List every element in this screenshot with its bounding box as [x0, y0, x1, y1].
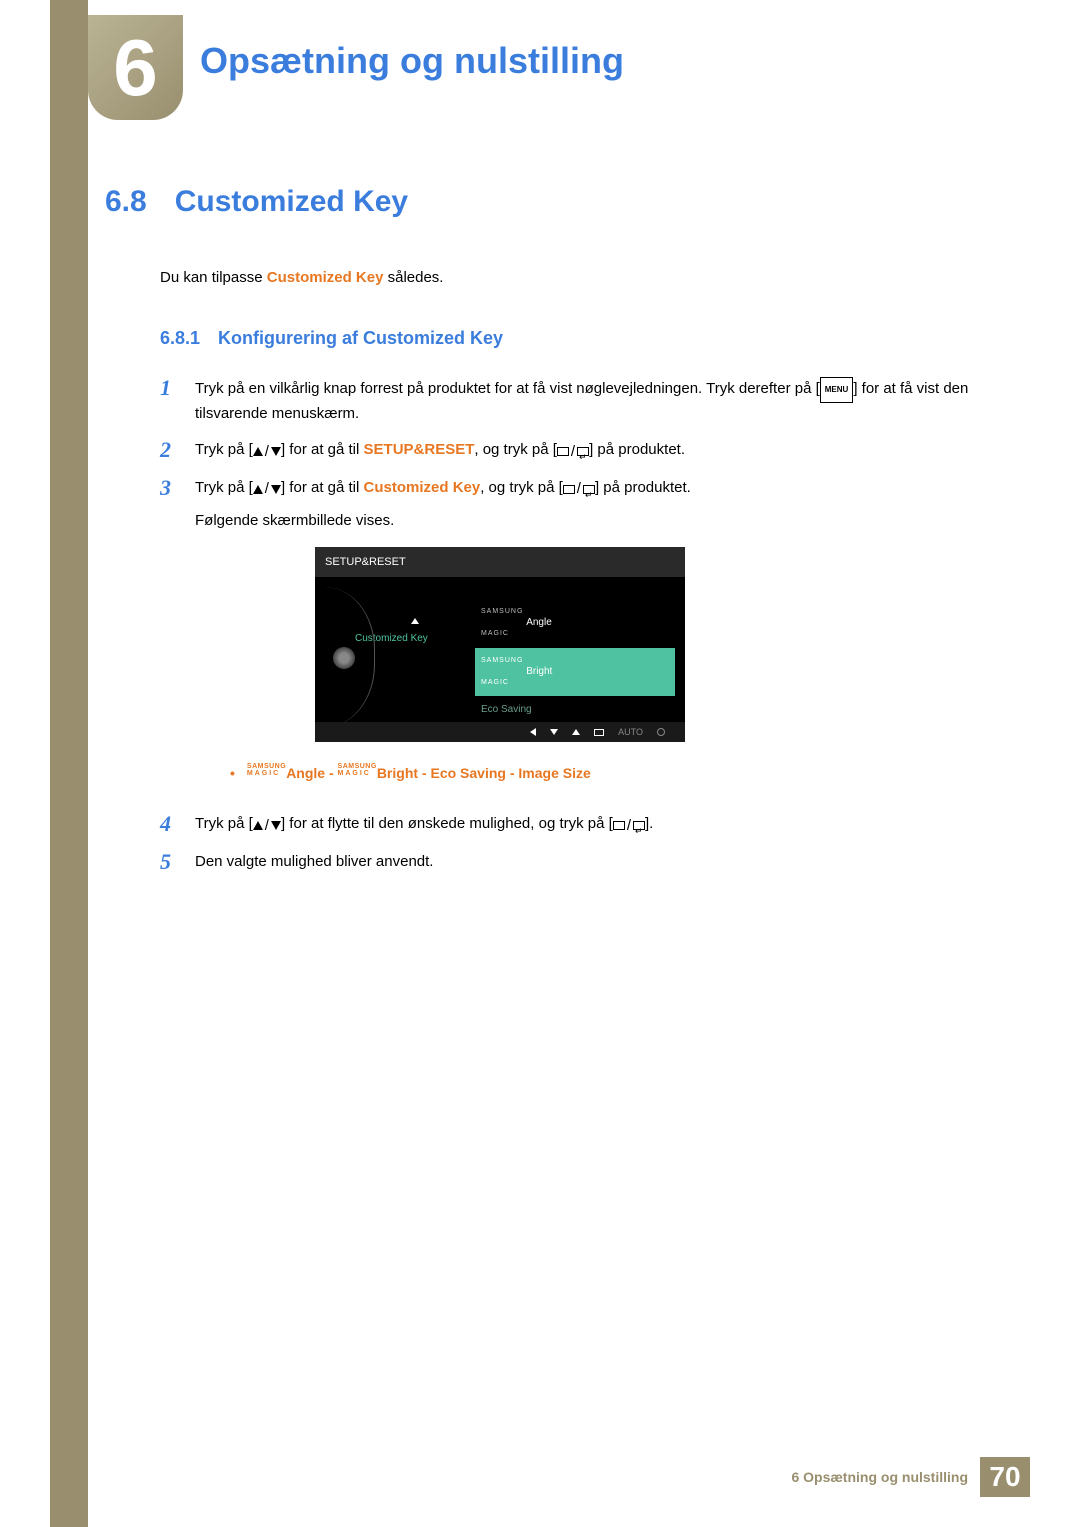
- content: 6.8 Customized Key Du kan tilpasse Custo…: [105, 185, 1005, 887]
- text: ].: [645, 815, 653, 832]
- intro-post: således.: [383, 269, 443, 286]
- target: SETUP&RESET: [364, 441, 475, 458]
- step-5: 5 Den valgte mulighed bliver anvendt.: [160, 851, 1005, 873]
- step-number: 5: [160, 851, 180, 873]
- step-2: 2 Tryk på [/] for at gå til SETUP&RESET,…: [160, 439, 1005, 463]
- steps-list: 1 Tryk på en vilkårlig knap forrest på p…: [160, 377, 1005, 873]
- note: Følgende skærmbillede vises.: [195, 512, 394, 529]
- nav-power-icon: [657, 728, 665, 736]
- step-1: 1 Tryk på en vilkårlig knap forrest på p…: [160, 377, 1005, 425]
- text: ] for at flytte til den ønskede mulighed…: [281, 815, 613, 832]
- step-body: Tryk på [/] for at gå til Customized Key…: [195, 477, 1005, 800]
- section-number: 6.8: [105, 185, 147, 219]
- sep: -: [506, 765, 518, 781]
- chapter-number: 6: [113, 22, 158, 114]
- text: , og tryk på [: [474, 441, 557, 458]
- text: Tryk på en vilkårlig knap forrest på pro…: [195, 380, 820, 397]
- step-number: 4: [160, 813, 180, 837]
- osd-header: SETUP&RESET: [315, 547, 685, 577]
- nav-auto: AUTO: [618, 721, 643, 743]
- up-down-icon: /: [253, 441, 281, 463]
- opt-text: Angle: [526, 617, 552, 628]
- footer: 6 Opsætning og nulstilling 70: [791, 1457, 1030, 1497]
- step-body: Tryk på [/] for at flytte til den ønsked…: [195, 813, 1005, 837]
- nav-down-icon: [550, 729, 558, 735]
- up-arrow-icon: [411, 607, 419, 624]
- page-number: 70: [980, 1457, 1030, 1497]
- text: ] på produktet.: [595, 479, 691, 496]
- sep: -: [325, 765, 337, 781]
- text: Den valgte mulighed bliver anvendt.: [195, 853, 433, 870]
- section-intro: Du kan tilpasse Customized Key således.: [160, 269, 1005, 286]
- osd-option-angle: SAMSUNG MAGIC Angle: [475, 599, 675, 647]
- step-number: 3: [160, 477, 180, 800]
- opt-size: Image Size: [518, 765, 590, 781]
- osd-option-eco: Eco Saving: [475, 697, 675, 723]
- text: ] på produktet.: [589, 441, 685, 458]
- magic-top: SAMSUNG: [481, 601, 523, 623]
- subsection-title: Konfigurering af Customized Key: [218, 328, 503, 349]
- nav-up-icon: [572, 729, 580, 735]
- select-enter-icon: /: [563, 478, 595, 500]
- magic-bot: MAGIC: [481, 623, 523, 645]
- select-enter-icon: /: [557, 441, 589, 463]
- step-body: Tryk på en vilkårlig knap forrest på pro…: [195, 377, 1005, 425]
- text: , og tryk på [: [480, 479, 563, 496]
- magic-bot: MAGIC: [481, 672, 523, 694]
- opt-text: Bright: [526, 666, 552, 677]
- osd-nav-bar: AUTO: [315, 722, 685, 742]
- intro-key: Customized Key: [267, 269, 384, 286]
- opt-bright: Bright: [377, 765, 418, 781]
- chapter-badge: 6: [88, 15, 183, 120]
- up-down-icon: /: [253, 815, 281, 837]
- target: Customized Key: [364, 479, 481, 496]
- up-down-icon: /: [253, 478, 281, 500]
- bullet-dot: •: [230, 762, 235, 784]
- subsection-heading: 6.8.1 Konfigurering af Customized Key: [160, 328, 1005, 349]
- options-text: SAMSUNGMAGICAngle - SAMSUNGMAGICBright -…: [247, 762, 591, 784]
- step-body: Den valgte mulighed bliver anvendt.: [195, 851, 1005, 873]
- menu-button-icon: MENU: [820, 377, 854, 403]
- opt-eco: Eco Saving: [430, 765, 505, 781]
- chapter-title: Opsætning og nulstilling: [200, 40, 624, 82]
- opt-angle: Angle: [286, 765, 325, 781]
- step-number: 1: [160, 377, 180, 425]
- subsection-number: 6.8.1: [160, 328, 200, 349]
- text: ] for at gå til: [281, 479, 364, 496]
- text: ] for at gå til: [281, 441, 364, 458]
- intro-pre: Du kan tilpasse: [160, 269, 267, 286]
- text: Tryk på [: [195, 441, 253, 458]
- step-body: Tryk på [/] for at gå til SETUP&RESET, o…: [195, 439, 1005, 463]
- nav-enter-icon: [594, 729, 604, 736]
- text: Tryk på [: [195, 479, 253, 496]
- osd-right-col: SAMSUNG MAGIC Angle SAMSUNG MAGIC: [475, 587, 675, 722]
- sidebar-stripe: [50, 0, 88, 1527]
- osd-option-bright-selected: SAMSUNG MAGIC Bright: [475, 648, 675, 696]
- magic-label: SAMSUNGMAGIC: [247, 763, 286, 777]
- magic-top: SAMSUNG: [481, 650, 523, 672]
- osd-body: Customized Key SAMSUNG MAGIC Angle: [315, 577, 685, 732]
- sep: -: [418, 765, 430, 781]
- step-4: 4 Tryk på [/] for at flytte til den ønsk…: [160, 813, 1005, 837]
- options-bullet: • SAMSUNGMAGICAngle - SAMSUNGMAGICBright…: [230, 762, 1005, 784]
- magic-label: SAMSUNGMAGIC: [338, 763, 377, 777]
- select-enter-icon: /: [613, 815, 645, 837]
- step-3: 3 Tryk på [/] for at gå til Customized K…: [160, 477, 1005, 800]
- nav-left-icon: [530, 728, 536, 736]
- osd-screenshot: SETUP&RESET Customized Key SAMSUNG: [315, 547, 685, 742]
- section-heading: 6.8 Customized Key: [105, 185, 1005, 219]
- text: Tryk på [: [195, 815, 253, 832]
- gear-icon: [333, 647, 355, 669]
- section-title: Customized Key: [175, 185, 408, 219]
- footer-text: 6 Opsætning og nulstilling: [791, 1469, 980, 1485]
- step-number: 2: [160, 439, 180, 463]
